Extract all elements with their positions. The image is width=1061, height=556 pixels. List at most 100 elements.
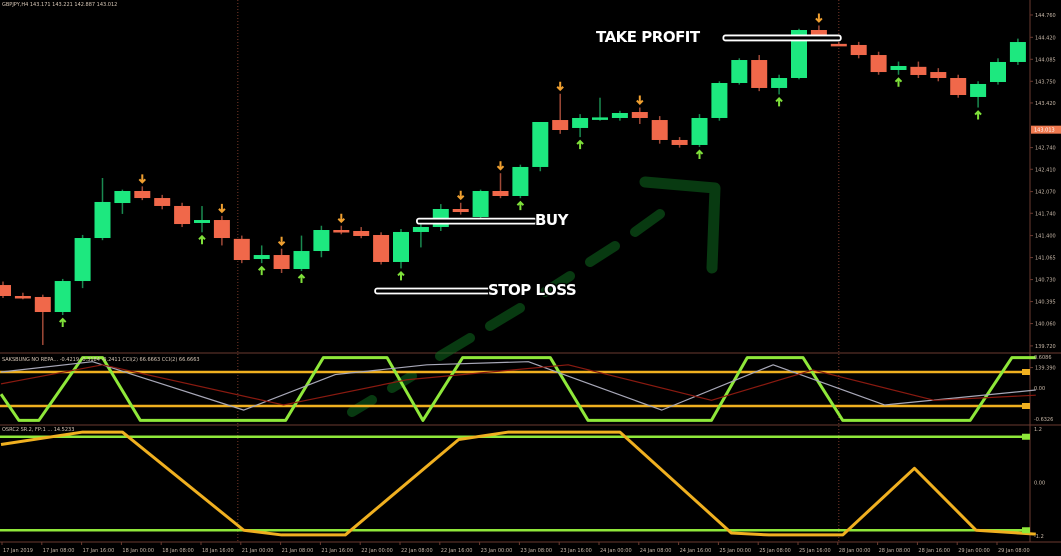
price-tick-label: 140.060	[1035, 322, 1056, 328]
price-tick-label: 143.420	[1035, 101, 1056, 107]
price-tick-label: 141.400	[1035, 234, 1056, 240]
buy-arrow-icon	[894, 77, 903, 87]
candle	[970, 81, 987, 108]
candle	[830, 41, 847, 47]
candle-body	[492, 191, 509, 196]
candle	[492, 173, 509, 199]
indicator2-header: OSRC2 SR.2, FP:1 ... 14.5233	[2, 427, 75, 433]
candle	[512, 164, 529, 199]
candle	[293, 235, 310, 272]
candle-body	[174, 205, 191, 225]
candle-body	[54, 281, 71, 313]
candle-body	[452, 208, 469, 213]
time-tick-label: 23 Jan 16:00	[560, 548, 592, 554]
candle	[850, 41, 867, 59]
time-tick-label: 24 Jan 08:00	[640, 548, 672, 554]
indicator-axis-label: 0.6086	[1034, 355, 1052, 361]
symbol-header: GBPJPY,H4 143.171 143.221 142.887 143.01…	[2, 2, 118, 8]
candle	[154, 194, 171, 210]
candle-body	[34, 296, 51, 313]
price-tick-label: 143.750	[1035, 79, 1056, 85]
candle-body	[14, 295, 31, 299]
candle-body	[373, 234, 390, 262]
indicator1-header: SAKSBUNG NO REPA... -0.4219 -0.3184 -0.2…	[2, 357, 200, 363]
candle-body	[830, 43, 847, 47]
level-marker	[1022, 433, 1030, 440]
candle-body	[651, 120, 668, 140]
oscillator-curve	[0, 430, 1036, 537]
candle	[651, 116, 668, 144]
time-tick-label: 18 Jan 00:00	[122, 548, 154, 554]
candle	[552, 93, 569, 134]
candle-body	[0, 285, 11, 296]
buy-line	[416, 217, 538, 225]
price-tick-label: 141.065	[1035, 256, 1056, 262]
time-tick-label: 29 Jan 08:00	[998, 548, 1030, 554]
candle-body	[472, 191, 489, 218]
candle-body	[751, 60, 768, 88]
time-tick-label: 17 Jan 16:00	[83, 548, 115, 554]
sell-arrow-icon	[337, 213, 346, 224]
candle	[890, 61, 907, 75]
candle-body	[194, 220, 210, 223]
price-tick-label: 144.085	[1035, 57, 1056, 63]
candle-body	[1009, 42, 1026, 62]
stop-loss-label: STOP LOSS	[488, 281, 577, 299]
candle-body	[711, 82, 728, 118]
candle	[233, 235, 250, 264]
buy-arrow-icon	[58, 317, 67, 328]
buy-arrow-icon	[974, 110, 982, 120]
level-marker	[1022, 527, 1030, 534]
signal-line-red	[0, 364, 1036, 406]
candle	[94, 178, 111, 241]
candle	[751, 55, 768, 92]
price-tick-label: 140.395	[1035, 300, 1056, 306]
time-tick-label: 18 Jan 16:00	[202, 548, 234, 554]
candle-body	[134, 191, 151, 199]
candle-body	[910, 66, 927, 75]
candle	[253, 245, 270, 264]
candle-body	[293, 251, 310, 270]
candle	[313, 225, 330, 258]
candle-body	[850, 44, 867, 56]
candle-body	[74, 238, 91, 282]
candle	[393, 229, 409, 269]
candle-body	[671, 139, 688, 145]
candle	[353, 227, 370, 239]
candle	[373, 232, 390, 265]
indicator-axis-label: -0.6326	[1034, 417, 1053, 423]
price-tick-label: 140.730	[1035, 278, 1056, 284]
candle	[771, 74, 788, 95]
sell-arrow-icon	[636, 95, 644, 105]
candle	[611, 110, 628, 121]
candle	[472, 189, 489, 220]
time-tick-label: 17 Jan 2019	[3, 548, 33, 554]
time-tick-label: 23 Jan 08:00	[520, 548, 552, 554]
indicator-axis-label: 0.00	[1034, 386, 1045, 392]
candle-body	[94, 201, 111, 239]
sell-arrow-icon	[556, 81, 564, 92]
time-tick-label: 25 Jan 00:00	[719, 548, 751, 554]
candle	[532, 121, 549, 172]
time-tick-label: 28 Jan 00:00	[839, 548, 871, 554]
level-marker	[1022, 369, 1030, 375]
sell-arrow-icon	[496, 161, 505, 171]
candle	[0, 281, 11, 298]
buy-label: BUY	[535, 211, 568, 229]
signal-line-grey	[0, 361, 1036, 411]
candle	[950, 74, 967, 98]
candle-body	[114, 191, 131, 204]
oscillator-step-line	[0, 356, 1036, 422]
current-price-label: 143.013	[1034, 128, 1055, 134]
buy-arrow-icon	[516, 200, 525, 211]
candle-body	[333, 230, 350, 233]
price-tick-label: 139.720	[1035, 344, 1056, 350]
candle-body	[631, 112, 648, 118]
buy-arrow-icon	[576, 139, 584, 150]
time-tick-label: 21 Jan 08:00	[282, 548, 314, 554]
candle-body	[253, 255, 270, 260]
time-tick-label: 17 Jan 08:00	[43, 548, 75, 554]
price-tick-label: 139.390	[1035, 366, 1056, 372]
candle-body	[353, 230, 370, 236]
